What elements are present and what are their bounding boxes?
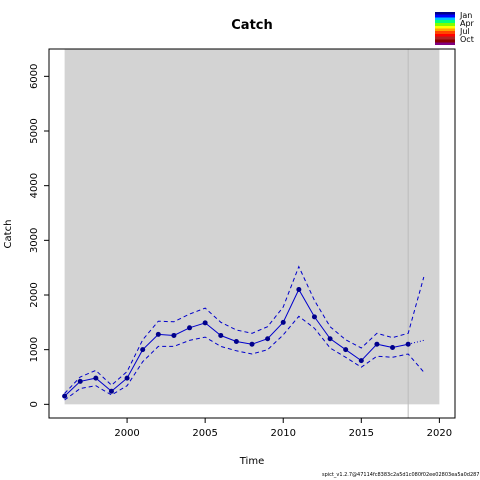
data-point (280, 319, 286, 325)
data-point (311, 314, 317, 320)
data-point (327, 336, 333, 342)
data-point (62, 393, 68, 399)
month-color-bar (435, 12, 455, 45)
x-tick-label: 2010 (271, 428, 296, 439)
data-point (358, 358, 364, 364)
data-point (124, 375, 130, 381)
shaded-region (64, 49, 440, 405)
data-point (249, 341, 255, 347)
legend-label-apr: Apr (460, 19, 474, 28)
y-tick-label: 2000 (29, 282, 40, 307)
y-tick-label: 0 (29, 401, 40, 407)
legend-label-jul: Jul (460, 27, 470, 36)
x-tick-label: 2005 (192, 428, 217, 439)
data-point (93, 375, 99, 381)
data-point (265, 336, 271, 342)
data-point (405, 341, 411, 347)
chart-title: Catch (231, 18, 273, 33)
y-axis-label: Catch (3, 220, 14, 249)
y-tick-label: 3000 (29, 228, 40, 253)
legend-label-jan: Jan (460, 11, 473, 20)
y-tick-label: 5000 (29, 118, 40, 143)
series-line-1 (64, 265, 425, 394)
y-tick-label: 6000 (29, 64, 40, 89)
data-point (77, 378, 83, 384)
data-point (171, 332, 177, 338)
data-point (108, 388, 114, 394)
data-point (140, 347, 146, 353)
data-point (218, 332, 224, 338)
plot-frame (48, 48, 456, 419)
version-footer: spict_v1.2.7@47114fc8383c2a5d1c080f02ee0… (322, 472, 480, 478)
data-point (155, 331, 161, 337)
data-point (374, 341, 380, 347)
data-point (187, 325, 193, 331)
month-legend: Jan Apr Jul Oct (435, 12, 480, 46)
x-axis-label: Time (239, 456, 264, 467)
data-point (233, 338, 239, 344)
y-tick-label: 1000 (29, 337, 40, 362)
y-tick-label: 4000 (29, 173, 40, 198)
legend-label-oct: Oct (460, 35, 474, 44)
x-tick-label: 2020 (427, 428, 452, 439)
x-tick-label: 2015 (349, 428, 374, 439)
data-point (390, 344, 396, 350)
data-point (296, 287, 302, 293)
data-point (343, 347, 349, 353)
x-tick-label: 2000 (114, 428, 139, 439)
series-line-2 (64, 315, 425, 401)
data-point (202, 320, 208, 326)
